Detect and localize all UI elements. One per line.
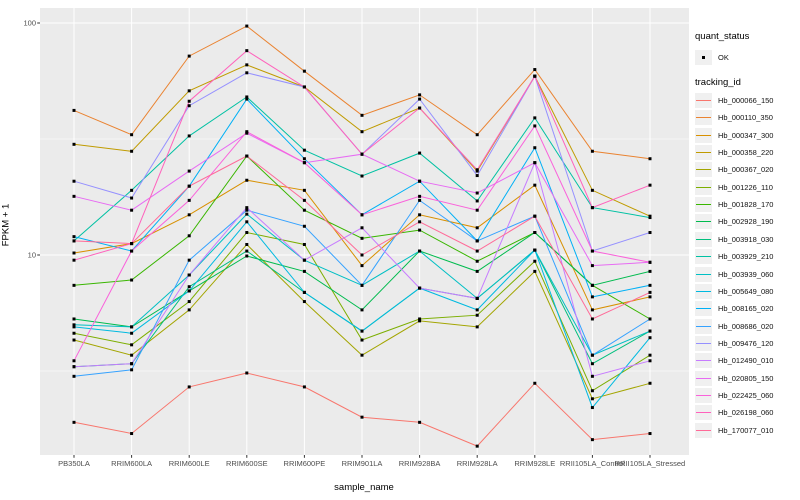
- series-line-key-icon: [695, 370, 712, 386]
- legend-item: Hb_000367_020: [695, 161, 773, 178]
- x-tick-label: RRIM600SE: [225, 459, 268, 468]
- x-tick-label: RRIM928LE: [514, 459, 556, 468]
- legend-item: Hb_022425_060: [695, 387, 773, 404]
- series-line-key-icon: [695, 387, 712, 403]
- x-tick-label: RRIM928BA: [398, 459, 441, 468]
- legend-item: Hb_000110_350: [695, 109, 773, 126]
- legend-item-label: Hb_020805_150: [718, 373, 774, 383]
- series-line-key-icon: [695, 179, 712, 195]
- series-line-key-icon: [695, 422, 712, 438]
- legend: quant_status OK tracking_id Hb_000066_15…: [694, 0, 800, 500]
- legend-item-label: Hb_008165_020: [718, 304, 774, 314]
- legend-item-label: Hb_000066_150: [718, 96, 774, 105]
- legend-item: Hb_003929_210: [695, 248, 773, 265]
- legend-item-label: Hb_000367_020: [718, 165, 774, 175]
- legend-item: Hb_020805_150: [695, 370, 773, 387]
- legend-item-label: OK: [718, 53, 729, 62]
- legend-item-label: Hb_002928_190: [718, 217, 774, 227]
- x-tick-label: RRIM928LA: [456, 459, 498, 468]
- x-tick-label: PB350LA: [58, 459, 90, 468]
- series-line-key-icon: [695, 127, 712, 143]
- series-line-key-icon: [695, 266, 712, 282]
- y-tick-label: 100: [23, 18, 36, 28]
- legend-item: Hb_008686_020: [695, 318, 773, 335]
- x-axis-title: sample_name: [334, 482, 394, 493]
- legend-item: Hb_012490_010: [695, 352, 773, 369]
- series-line-key-icon: [695, 145, 712, 161]
- legend-item-label: Hb_003929_210: [718, 252, 774, 262]
- series-line-key-icon: [695, 318, 712, 334]
- y-tick-label: 10: [27, 250, 36, 260]
- series-line-key-icon: [695, 110, 712, 126]
- legend-item: Hb_000066_150: [695, 92, 773, 109]
- legend-item-label: Hb_000110_350: [718, 113, 773, 123]
- legend-title-tracking-id: tracking_id: [695, 77, 741, 88]
- legend-item-label: Hb_012490_010: [718, 356, 774, 366]
- series-line-key-icon: [695, 301, 712, 317]
- series-line-key-icon: [695, 162, 712, 178]
- series-line-key-icon: [695, 353, 712, 369]
- legend-item: Hb_009476_120: [695, 335, 773, 352]
- legend-item-label: Hb_170077_010: [718, 425, 774, 435]
- x-tick-label: RRII105LA_Stressed: [614, 459, 686, 468]
- legend-item-label: Hb_000347_300: [718, 130, 774, 140]
- legend-item-label: Hb_022425_060: [718, 390, 774, 400]
- legend-item: Hb_001828_170: [695, 196, 773, 213]
- legend-item-label: Hb_009476_120: [718, 338, 774, 348]
- series-line-key-icon: [695, 231, 712, 247]
- legend-item: Hb_000358_220: [695, 144, 773, 161]
- legend-item: Hb_005649_080: [695, 283, 773, 300]
- legend-item-label: Hb_001226_110: [718, 182, 773, 192]
- series-line-key-icon: [695, 197, 712, 213]
- x-tick-label: RRIM600LA: [111, 459, 153, 468]
- legend-item: Hb_026198_060: [695, 404, 773, 421]
- series-line-key-icon: [695, 335, 712, 351]
- legend-item: Hb_008165_020: [695, 300, 773, 317]
- x-tick-label: RRIM901LA: [341, 459, 383, 468]
- legend-title-quant-status: quant_status: [695, 31, 750, 42]
- legend-item-label: Hb_008686_020: [718, 321, 774, 331]
- legend-item-label: Hb_003939_060: [718, 269, 774, 279]
- series-line-key-icon: [695, 405, 712, 421]
- series-line-key-icon: [695, 214, 712, 230]
- legend-item-label: Hb_000358_220: [718, 148, 774, 158]
- legend-item: Hb_000347_300: [695, 127, 773, 144]
- y-axis-title: FPKM + 1: [0, 203, 12, 247]
- legend-item: Hb_001226_110: [695, 179, 773, 196]
- x-tick-label: RRII105LA_Control: [559, 459, 625, 468]
- series-line-key-icon: [695, 249, 712, 265]
- x-tick-label: RRIM600LE: [168, 459, 210, 468]
- series-line-key-icon: [695, 93, 712, 108]
- series-line-key-icon: [695, 283, 712, 299]
- legend-item-ok: OK: [695, 49, 729, 66]
- legend-item: Hb_170077_010: [695, 422, 773, 439]
- legend-item-label: Hb_001828_170: [718, 200, 774, 210]
- x-tick-label: RRIM600PE: [283, 459, 326, 468]
- legend-item: Hb_003918_030: [695, 231, 773, 248]
- legend-item-label: Hb_003918_030: [718, 234, 774, 244]
- ok-point-key-icon: [695, 50, 712, 65]
- legend-item: Hb_003939_060: [695, 266, 773, 283]
- legend-item: Hb_002928_190: [695, 213, 773, 230]
- legend-item-label: Hb_026198_060: [718, 408, 774, 418]
- legend-item-label: Hb_005649_080: [718, 286, 774, 296]
